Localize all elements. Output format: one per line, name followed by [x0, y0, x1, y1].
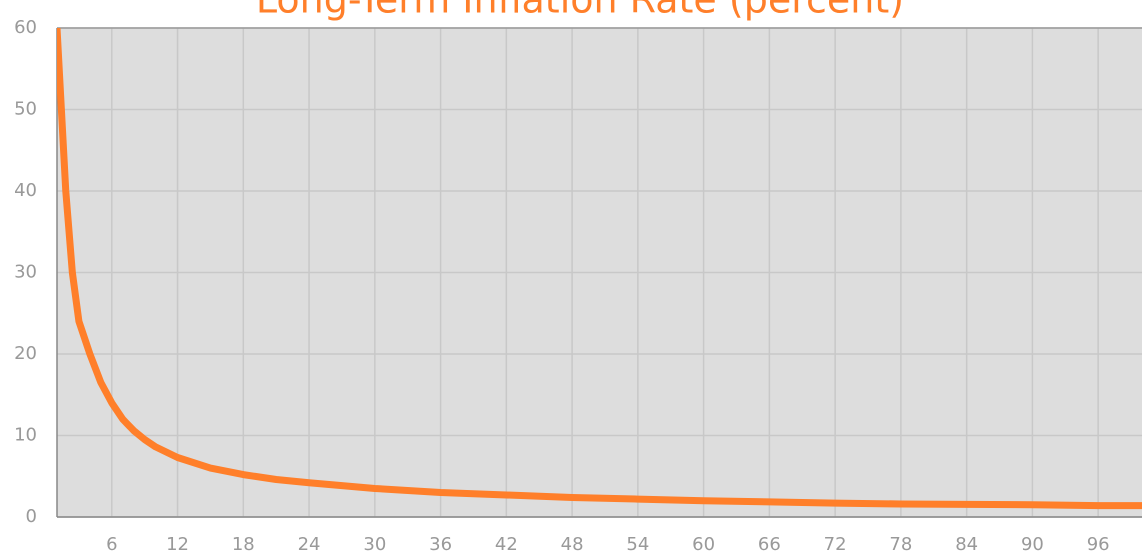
y-tick-label: 0	[26, 506, 37, 527]
x-tick-label: 72	[824, 534, 847, 555]
x-tick-label: 48	[561, 534, 584, 555]
x-tick-label: 78	[889, 534, 912, 555]
x-tick-label: 60	[692, 534, 715, 555]
y-tick-label: 10	[14, 425, 37, 446]
chart-title: Long-Term Inflation Rate (percent)	[256, 0, 904, 22]
y-tick-label: 60	[14, 17, 37, 38]
x-tick-label: 96	[1087, 534, 1110, 555]
x-tick-label: 30	[363, 534, 386, 555]
x-tick-label: 66	[758, 534, 781, 555]
y-tick-label: 20	[14, 343, 37, 364]
x-tick-label: 12	[166, 534, 189, 555]
x-tick-label: 18	[232, 534, 255, 555]
x-tick-label: 90	[1021, 534, 1044, 555]
y-tick-label: 50	[14, 99, 37, 120]
x-tick-label: 6	[106, 534, 117, 555]
y-tick-label: 40	[14, 180, 37, 201]
x-tick-label: 24	[298, 534, 321, 555]
x-tick-label: 54	[626, 534, 649, 555]
y-tick-label: 30	[14, 262, 37, 283]
x-tick-label: 84	[955, 534, 978, 555]
x-tick-label: 36	[429, 534, 452, 555]
line	[57, 28, 1142, 510]
x-tick-label: 42	[495, 534, 518, 555]
